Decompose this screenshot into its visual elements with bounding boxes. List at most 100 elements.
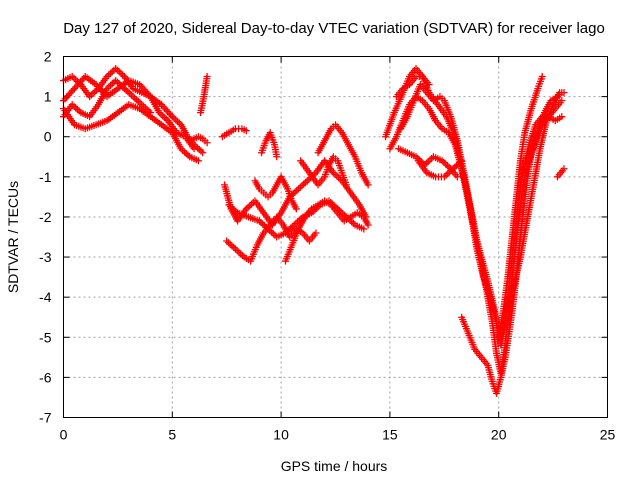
data-point <box>112 65 120 73</box>
data-point <box>113 66 121 74</box>
x-axis-label: GPS time / hours <box>281 458 388 474</box>
data-point <box>303 177 311 185</box>
y-tick-label: 2 <box>44 49 52 65</box>
data-point <box>331 170 339 178</box>
series-track-21 <box>414 157 466 181</box>
data-point <box>67 88 75 96</box>
data-point <box>105 71 113 79</box>
data-point <box>560 165 568 173</box>
y-tick-label: -1 <box>39 169 52 185</box>
data-point <box>168 113 176 121</box>
data-points <box>60 65 568 397</box>
y-tick-label: 1 <box>44 89 52 105</box>
data-point <box>342 181 350 189</box>
series-track-4 <box>60 77 155 121</box>
data-point <box>112 77 120 85</box>
data-point <box>164 108 172 116</box>
plot-frame <box>63 56 608 418</box>
data-point <box>127 91 135 99</box>
data-point <box>195 146 203 154</box>
data-point <box>298 182 306 190</box>
data-point <box>131 94 139 102</box>
data-point <box>296 183 304 191</box>
data-point <box>333 172 341 180</box>
data-point <box>194 157 202 165</box>
data-point <box>235 248 243 256</box>
y-axis-label: SDTVAR / TECUs <box>5 181 21 293</box>
data-point <box>203 73 211 81</box>
data-point <box>364 221 372 229</box>
data-point <box>226 240 234 248</box>
data-point <box>69 86 77 94</box>
data-point <box>161 104 169 112</box>
chart-title: Day 127 of 2020, Sidereal Day-to-day VTE… <box>63 20 605 37</box>
data-point <box>180 148 188 156</box>
data-point <box>147 109 155 117</box>
data-point <box>443 162 451 170</box>
data-point <box>453 173 461 181</box>
data-point <box>108 68 116 76</box>
series-track-20 <box>392 73 433 101</box>
data-point <box>108 80 116 88</box>
y-tick-label: -5 <box>39 329 52 345</box>
data-point <box>295 185 303 193</box>
data-point <box>133 96 141 104</box>
x-tick-label: 15 <box>382 427 398 443</box>
series-track-14 <box>297 153 350 189</box>
y-tick-label: -4 <box>39 289 52 305</box>
data-point <box>458 157 466 165</box>
data-point <box>558 97 566 105</box>
data-point <box>73 105 81 113</box>
data-point <box>117 69 125 77</box>
data-point <box>119 71 127 79</box>
y-tick-label: -2 <box>39 209 52 225</box>
series-track-5 <box>197 73 211 117</box>
series-track-15 <box>314 121 372 189</box>
series-track-23 <box>503 89 568 313</box>
data-point <box>107 69 115 77</box>
data-point <box>442 171 450 179</box>
x-tick-label: 10 <box>273 427 289 443</box>
data-point <box>172 116 180 124</box>
data-point <box>364 181 372 189</box>
data-point <box>242 127 250 135</box>
series-track-3 <box>60 101 202 165</box>
data-point <box>126 89 134 97</box>
data-point <box>228 242 236 250</box>
data-point <box>72 104 80 112</box>
x-tick-label: 0 <box>60 427 68 443</box>
series-track-24 <box>553 165 568 181</box>
data-point <box>291 188 299 196</box>
data-point <box>233 247 241 255</box>
data-point <box>70 74 78 82</box>
y-tick-label: -6 <box>39 369 52 385</box>
data-point <box>230 243 238 251</box>
data-point <box>63 93 71 101</box>
data-point <box>246 202 254 210</box>
series-track-10 <box>223 213 320 265</box>
data-point <box>442 160 450 168</box>
data-point <box>162 106 170 114</box>
data-point <box>199 149 207 157</box>
data-point <box>292 205 300 213</box>
data-point <box>248 200 256 208</box>
data-point <box>237 250 245 258</box>
x-tick-label: 5 <box>168 427 176 443</box>
data-point <box>159 112 167 120</box>
data-point <box>224 239 232 247</box>
data-point <box>301 178 309 186</box>
y-tick-label: -3 <box>39 249 52 265</box>
data-point <box>293 186 301 194</box>
data-point <box>425 81 433 89</box>
data-point <box>115 68 123 76</box>
x-tick-label: 20 <box>491 427 507 443</box>
data-point <box>124 88 132 96</box>
data-point <box>560 89 568 97</box>
series-track-11 <box>251 173 300 213</box>
series-track-6 <box>186 133 211 147</box>
data-point <box>203 139 211 147</box>
data-point <box>538 73 546 81</box>
data-point <box>107 81 115 89</box>
